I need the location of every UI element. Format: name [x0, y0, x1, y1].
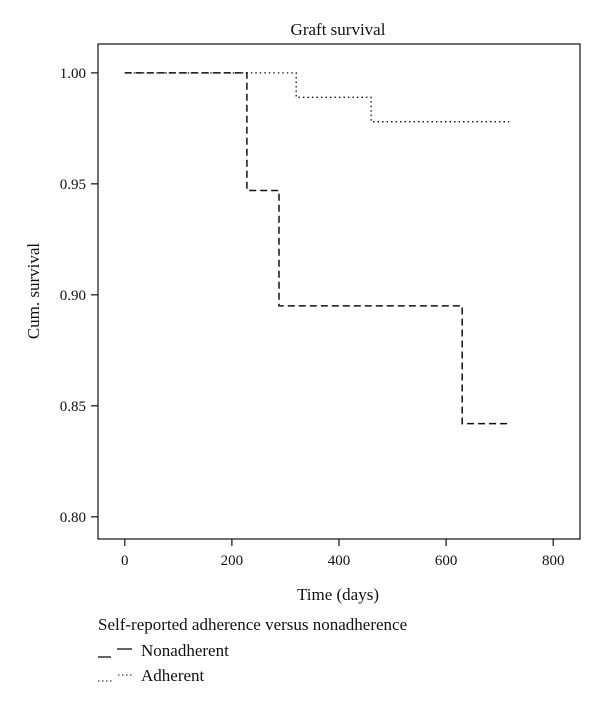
legend-item-nonadherent: Nonadherent	[98, 641, 229, 660]
y-tick-label: 0.95	[60, 177, 86, 193]
chart-title: Graft survival	[291, 20, 386, 39]
x-tick-label: 200	[221, 553, 244, 569]
x-tick-label: 800	[542, 553, 565, 569]
y-tick-label: 1.00	[60, 66, 86, 82]
plot-frame	[97, 43, 581, 540]
legend-label-adherent: Adherent	[141, 666, 205, 685]
x-axis-ticks: 0 200 400 600 800	[121, 539, 564, 569]
y-axis-label: Cum. survival	[24, 243, 43, 340]
legend-label-nonadherent: Nonadherent	[141, 641, 229, 660]
series-line-adherent	[124, 72, 510, 123]
legend-title: Self-reported adherence versus nonadhere…	[98, 615, 407, 634]
y-axis-ticks: 0.80 0.85 0.90 0.95 1.00	[60, 66, 98, 526]
series-line-nonadherent	[124, 72, 510, 425]
legend-item-adherent: Adherent	[98, 666, 205, 685]
x-tick-label: 0	[121, 553, 129, 569]
x-tick-label: 600	[435, 553, 458, 569]
y-tick-label: 0.80	[60, 510, 86, 526]
y-tick-label: 0.90	[60, 288, 86, 304]
x-axis-label: Time (days)	[297, 585, 379, 604]
y-tick-label: 0.85	[60, 399, 86, 415]
x-tick-label: 400	[328, 553, 351, 569]
series-layer	[124, 72, 510, 425]
